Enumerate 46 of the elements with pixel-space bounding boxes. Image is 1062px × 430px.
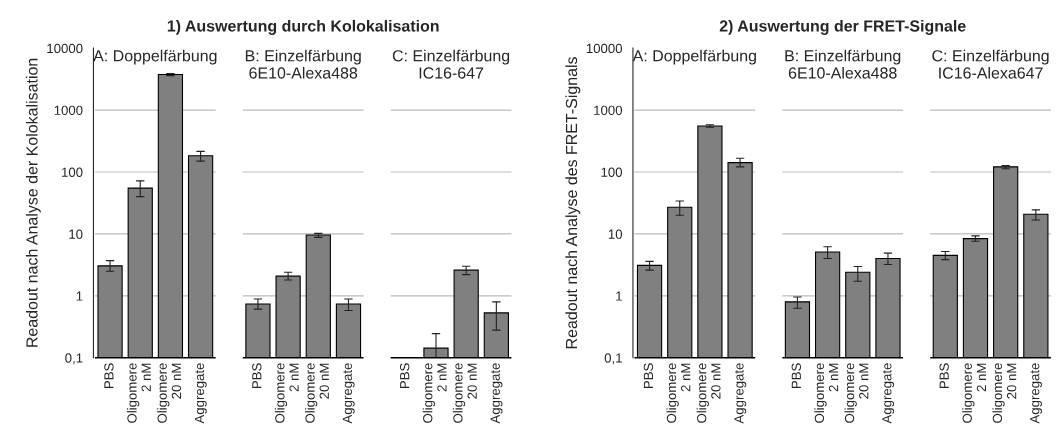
- y-tick-label: 1: [616, 291, 622, 301]
- x-tick-label: Oligomere 20 nM: [844, 363, 869, 423]
- y-tick-label: 100: [601, 167, 623, 177]
- x-tick-label: Aggregate: [734, 363, 747, 424]
- y-tick-label: 10: [608, 229, 623, 239]
- x-tick-label: PBS: [400, 363, 410, 388]
- x-tick-label: PBS: [791, 363, 801, 388]
- y-tick-label: 10000: [586, 43, 623, 54]
- y-tick-label: 100: [62, 167, 83, 177]
- y-tick-label: 0,1: [604, 353, 622, 365]
- x-tick-label: PBS: [104, 363, 114, 388]
- x-tick-label: Oligomere 20 nM: [696, 363, 721, 423]
- y-tick-label: 1: [76, 291, 83, 301]
- y-tick-label: 1000: [54, 105, 83, 115]
- annotation: A: Doppelfärbung: [632, 49, 756, 65]
- x-tick-label: Aggregate: [882, 363, 895, 424]
- x-tick-label: Aggregate: [194, 363, 207, 424]
- y-axis-title: Readout nach Analyse des FRET-Signals: [565, 57, 581, 349]
- chart-title: 2) Auswertung der FRET-Signale: [719, 19, 966, 35]
- chart-title: 1) Auswertung durch Kolokalisation: [167, 19, 439, 35]
- y-tick-label: 1000: [594, 105, 623, 115]
- x-tick-label: Aggregate: [342, 363, 355, 424]
- x-tick-label: Oligomere 2 nM: [126, 363, 151, 423]
- annotation: A: Doppelfärbung: [93, 49, 217, 65]
- annotation: C: Einzelfärbung IC16-Alexa647: [932, 49, 1049, 79]
- x-tick-label: Oligomere 20 nM: [992, 363, 1017, 423]
- x-tick-label: Oligomere 20 nM: [305, 363, 329, 423]
- y-axis-title: Readout nach Analyse der Kolokalisation: [25, 58, 41, 347]
- y-tick-label: 10: [69, 229, 83, 239]
- x-tick-label: Oligomere 2 nM: [274, 363, 299, 423]
- annotation: B: Einzelfärbung 6E10-Alexa488: [785, 49, 901, 79]
- x-tick-label: Oligomere 20 nM: [452, 363, 477, 423]
- annotation: C: Einzelfärbung IC16-647: [392, 49, 510, 79]
- y-tick-label: 10000: [47, 43, 83, 54]
- x-tick-label: Oligomere 2 nM: [962, 363, 986, 423]
- x-tick-label: Oligomere 20 nM: [157, 363, 182, 423]
- x-tick-label: PBS: [252, 363, 262, 388]
- x-tick-label: PBS: [643, 363, 654, 388]
- y-tick-label: 0,1: [65, 353, 83, 365]
- x-tick-label: Aggregate: [1030, 363, 1042, 424]
- x-tick-label: Oligomere 2 nM: [666, 363, 691, 423]
- annotation: B: Einzelfärbung 6E10-Alexa488: [245, 49, 361, 79]
- x-tick-label: Aggregate: [490, 363, 503, 424]
- x-tick-label: PBS: [939, 363, 949, 388]
- x-tick-label: Oligomere 2 nM: [814, 363, 839, 423]
- x-tick-label: Oligomere 2 nM: [422, 363, 447, 423]
